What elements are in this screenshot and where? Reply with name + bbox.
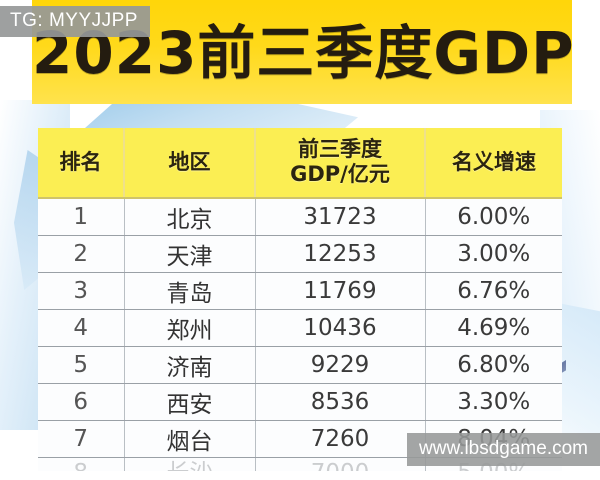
cell-area: 烟台 xyxy=(124,420,256,458)
cell-gdp: 8536 xyxy=(255,383,426,421)
cell-rank: 4 xyxy=(38,309,125,347)
cell-gdp: 7000 xyxy=(255,457,426,471)
cell-area: 青岛 xyxy=(124,272,256,310)
cell-area: 西安 xyxy=(124,383,256,421)
cell-growth-rate: 3.00% xyxy=(425,235,562,273)
column-header-area: 地区 xyxy=(124,128,256,199)
cell-gdp: 12253 xyxy=(255,235,426,273)
cell-rank: 7 xyxy=(38,420,125,458)
cell-area: 北京 xyxy=(124,198,256,236)
cell-area: 郑州 xyxy=(124,309,256,347)
cell-gdp: 10436 xyxy=(255,309,426,347)
cell-growth-rate: 6.80% xyxy=(425,346,562,384)
table-row: 7 烟台 7260 8.04% xyxy=(38,420,562,458)
table-row: 4 郑州 10436 4.69% xyxy=(38,309,562,347)
cell-area: 济南 xyxy=(124,346,256,384)
table-row: 1 北京 31723 6.00% xyxy=(38,198,562,236)
column-header-rank: 排名 xyxy=(38,128,125,199)
cell-gdp: 7260 xyxy=(255,420,426,458)
cell-area: 天津 xyxy=(124,235,256,273)
cell-growth-rate: 6.00% xyxy=(425,198,562,236)
table-row: 2 天津 12253 3.00% xyxy=(38,235,562,273)
table-header: 排名 地区 前三季度 GDP/亿元 名义增速 xyxy=(38,128,562,199)
table-row-clipped: 8 长沙 7000 5.00% xyxy=(38,457,562,471)
cell-gdp: 11769 xyxy=(255,272,426,310)
column-header-growth-rate: 名义增速 xyxy=(425,128,562,199)
cell-rank: 6 xyxy=(38,383,125,421)
cell-gdp: 31723 xyxy=(255,198,426,236)
table-row: 5 济南 9229 6.80% xyxy=(38,346,562,384)
table-row: 6 西安 8536 3.30% xyxy=(38,383,562,421)
table-row: 3 青岛 11769 6.76% xyxy=(38,272,562,310)
cell-rank: 3 xyxy=(38,272,125,310)
cell-growth-rate: 3.30% xyxy=(425,383,562,421)
gdp-table-container: 排名 地区 前三季度 GDP/亿元 名义增速 1 xyxy=(38,128,562,471)
cell-rank: 2 xyxy=(38,235,125,273)
cell-rank: 1 xyxy=(38,198,125,236)
cell-growth-rate: 4.69% xyxy=(425,309,562,347)
column-header-gdp: 前三季度 GDP/亿元 xyxy=(255,128,426,199)
table-header-row: 排名 地区 前三季度 GDP/亿元 名义增速 xyxy=(38,128,562,199)
cell-growth-rate: 6.76% xyxy=(425,272,562,310)
cell-gdp: 9229 xyxy=(255,346,426,384)
cell-rank: 5 xyxy=(38,346,125,384)
cell-area: 长沙 xyxy=(124,457,256,471)
table-body: 1 北京 31723 6.00% 2 天津 12253 3.00% 3 青岛 1… xyxy=(38,198,562,471)
site-url-watermark: www.lbsdgame.com xyxy=(407,433,600,466)
telegram-handle-watermark: TG: MYYJJPP xyxy=(0,6,150,37)
gdp-table: 排名 地区 前三季度 GDP/亿元 名义增速 1 xyxy=(38,128,562,471)
cell-rank: 8 xyxy=(38,457,125,471)
